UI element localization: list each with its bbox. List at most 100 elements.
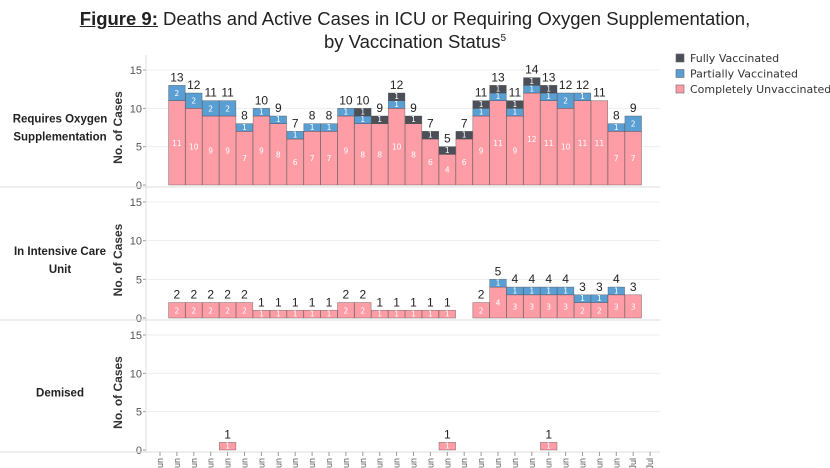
- x-tick-label: Jun: [425, 458, 435, 468]
- total-label: 1: [427, 295, 434, 309]
- segment-label: 2: [191, 306, 196, 315]
- legend-label: Completely Unvaccinated: [690, 83, 830, 96]
- x-tick-label: Jun: [223, 458, 233, 468]
- bar-unvaccinated: [202, 302, 220, 319]
- x-tick-label: Jun: [442, 458, 452, 468]
- segment-label: 1: [310, 310, 315, 319]
- segment-label: 7: [614, 154, 619, 163]
- total-label: 11: [475, 86, 488, 100]
- x-tick-label: Jun: [578, 458, 588, 468]
- bar-partially-vaccinated: [219, 100, 237, 117]
- total-label: 1: [545, 427, 552, 441]
- bar-partially-vaccinated: [252, 108, 271, 117]
- x-tick-label: Jun: [493, 458, 503, 468]
- total-label: 8: [613, 109, 620, 123]
- segment-label: 3: [614, 302, 619, 311]
- total-label: 8: [326, 109, 333, 123]
- segment-label: 9: [479, 147, 484, 156]
- segment-label: 4: [496, 299, 501, 308]
- total-label: 13: [542, 70, 556, 84]
- segment-label: 10: [561, 143, 571, 152]
- total-label: 11: [509, 86, 522, 100]
- total-label: 4: [512, 272, 519, 286]
- segment-label: 3: [563, 302, 568, 311]
- segment-label: 2: [631, 120, 636, 129]
- y-tick-label: 5: [136, 407, 142, 419]
- x-tick-label: Jun: [476, 458, 486, 468]
- segment-label: 2: [225, 306, 230, 315]
- segment-label: 8: [276, 150, 281, 159]
- total-label: 3: [596, 280, 603, 294]
- y-axis-title: No. of Cases: [111, 356, 125, 429]
- footnote-marker: 5: [500, 32, 507, 44]
- segment-label: 1: [445, 310, 450, 319]
- y-tick-label: 10: [130, 103, 142, 115]
- panel-label: In Intensive Care: [14, 246, 106, 258]
- total-label: 2: [224, 288, 231, 302]
- segment-label: 3: [631, 302, 636, 311]
- y-tick-label: 15: [130, 330, 142, 342]
- segment-label: 12: [527, 135, 537, 144]
- total-label: 2: [190, 288, 197, 302]
- x-tick-label: Jun: [341, 458, 351, 468]
- segment-label: 3: [546, 302, 551, 311]
- bar-fully-vaccinated: [421, 131, 440, 140]
- bar-fully-vaccinated: [404, 115, 423, 124]
- panel-label: Demised: [36, 388, 84, 400]
- segment-label: 4: [445, 166, 450, 175]
- segment-label: 1: [580, 92, 585, 101]
- segment-label: 1: [310, 123, 315, 132]
- x-tick-label: Jun: [273, 458, 283, 468]
- x-tick-label: Jun: [510, 458, 520, 468]
- segment-label: 9: [513, 147, 518, 156]
- y-tick-label: 5: [136, 142, 142, 154]
- legend-label: Partially Vaccinated: [690, 68, 798, 81]
- legend-label: Fully Vaccinated: [690, 52, 779, 65]
- total-label: 1: [275, 295, 282, 309]
- segment-label: 2: [597, 306, 602, 315]
- bar-partially-vaccinated: [303, 123, 321, 132]
- segment-label: 7: [327, 154, 332, 163]
- total-label: 2: [241, 288, 248, 302]
- total-label: 1: [376, 295, 383, 309]
- x-tick-label: Jun: [409, 458, 419, 468]
- segment-label: 9: [344, 147, 349, 156]
- bar-unvaccinated: [624, 294, 642, 319]
- segment-label: 11: [578, 139, 588, 148]
- y-axis-title: No. of Cases: [111, 223, 125, 296]
- segment-label: 1: [225, 442, 230, 451]
- total-label: 1: [224, 427, 231, 441]
- bar-fully-vaccinated: [354, 108, 372, 117]
- x-tick-label: Jun: [544, 458, 554, 468]
- segment-label: 1: [394, 92, 399, 101]
- segment-label: 1: [496, 279, 501, 288]
- x-tick-label: Jun: [172, 458, 182, 468]
- segment-label: 1: [614, 123, 619, 132]
- total-label: 2: [343, 288, 350, 302]
- segment-label: 2: [191, 97, 196, 106]
- y-tick-label: 0: [136, 180, 142, 192]
- segment-label: 2: [563, 97, 568, 106]
- segment-label: 1: [293, 310, 298, 319]
- segment-label: 3: [529, 302, 534, 311]
- legend-swatch: [675, 69, 685, 78]
- segment-label: 1: [344, 108, 349, 117]
- segment-label: 1: [360, 115, 365, 124]
- segment-label: 2: [208, 104, 213, 113]
- segment-label: 1: [462, 131, 467, 140]
- segment-label: 11: [595, 139, 605, 148]
- segment-label: 1: [546, 85, 551, 94]
- segment-label: 1: [614, 286, 619, 295]
- segment-label: 1: [563, 286, 568, 295]
- total-label: 12: [559, 78, 573, 92]
- total-label: 4: [545, 272, 552, 286]
- title-text: Deaths and Active Cases in ICU or Requir…: [163, 8, 751, 29]
- total-label: 2: [207, 288, 214, 302]
- x-tick-label: Jun: [358, 458, 368, 468]
- total-label: 10: [339, 93, 353, 107]
- segment-label: 1: [411, 115, 416, 124]
- total-label: 7: [292, 116, 299, 130]
- bar-fully-vaccinated: [540, 85, 558, 94]
- title-text-2: by Vaccination Status: [323, 31, 501, 52]
